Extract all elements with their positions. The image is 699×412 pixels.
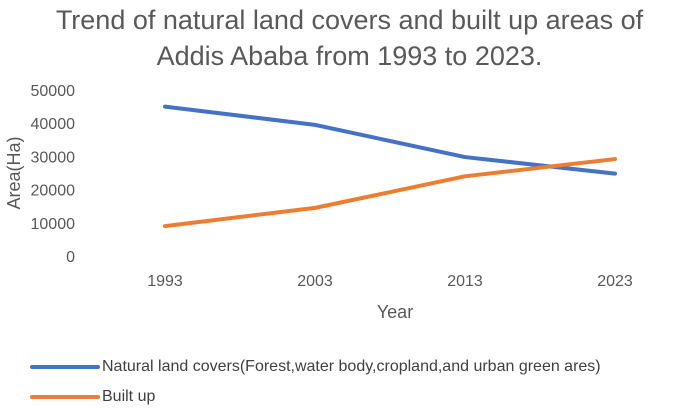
x-axis-title: Year: [377, 302, 413, 322]
legend: Natural land covers(Forest,water body,cr…: [30, 352, 601, 412]
legend-item-built-up: Built up: [30, 382, 601, 412]
legend-swatch-built-up: [30, 395, 100, 399]
y-tick-label-50000: 50000: [31, 83, 76, 100]
chart-title: Trend of natural land covers and built u…: [0, 2, 699, 74]
legend-label-natural: Natural land covers(Forest,water body,cr…: [102, 358, 601, 375]
series-line-1: [163, 157, 617, 229]
chart-title-line-1: Trend of natural land covers and built u…: [55, 5, 644, 35]
x-tick-label-2023: 2023: [597, 273, 633, 290]
legend-item-natural: Natural land covers(Forest,water body,cr…: [30, 352, 601, 382]
x-tick-label-2013: 2013: [447, 273, 483, 290]
y-tick-label-40000: 40000: [31, 116, 76, 133]
y-tick-label-10000: 10000: [31, 216, 76, 233]
x-tick-label-2003: 2003: [297, 273, 333, 290]
legend-swatch-natural: [30, 365, 100, 369]
series-line-0: [163, 104, 617, 176]
y-tick-label-30000: 30000: [31, 149, 76, 166]
y-tick-label-0: 0: [66, 249, 75, 266]
y-tick-label-20000: 20000: [31, 183, 76, 200]
legend-label-built-up: Built up: [102, 388, 156, 405]
chart-title-line-2: Addis Ababa from 1993 to 2023.: [156, 41, 543, 71]
x-tick-label-1993: 1993: [147, 273, 183, 290]
y-axis-title: Area(Ha): [4, 136, 24, 209]
